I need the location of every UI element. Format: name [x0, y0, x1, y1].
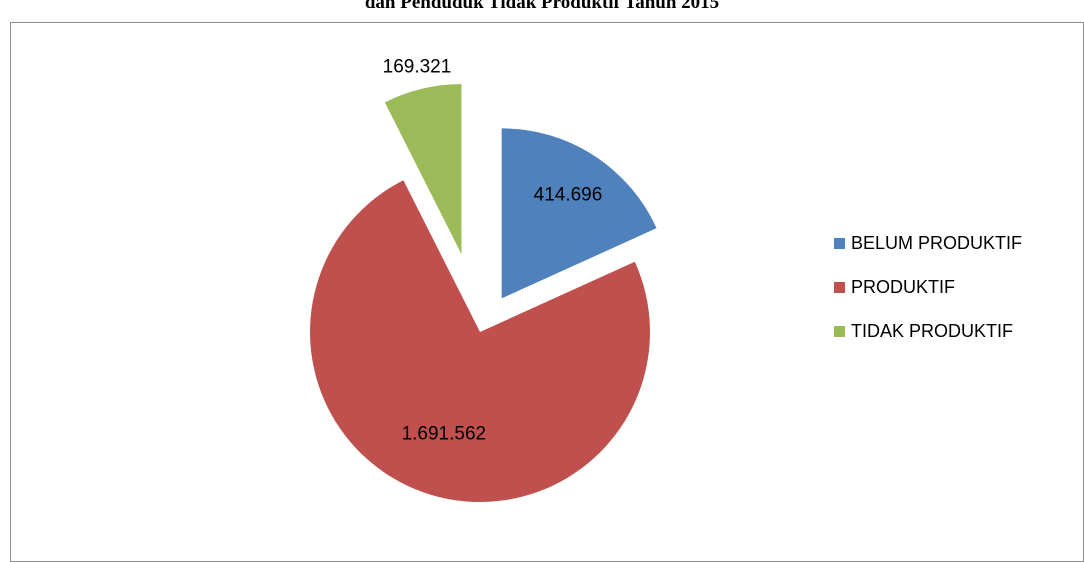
legend-item-tidak-produktif: TIDAK PRODUKTIF — [834, 318, 1022, 344]
legend-swatch-produktif — [834, 281, 845, 293]
data-label-produktif: 1.691.562 — [402, 424, 487, 445]
data-label-tidak-produktif: 169.321 — [383, 56, 452, 77]
legend-swatch-tidak-produktif — [834, 325, 845, 337]
legend-label-produktif: PRODUKTIF — [851, 276, 956, 297]
legend-label-belum-produktif: BELUM PRODUKTIF — [851, 232, 1023, 253]
legend-swatch-belum-produktif — [834, 237, 845, 249]
legend: BELUM PRODUKTIF PRODUKTIF TIDAK PRODUKTI… — [834, 230, 1022, 362]
legend-item-belum-produktif: BELUM PRODUKTIF — [834, 230, 1022, 256]
legend-label-tidak-produktif: TIDAK PRODUKTIF — [851, 320, 1014, 341]
data-label-belum-produktif: 414.696 — [534, 185, 603, 206]
pie-slice-belum-produktif — [501, 128, 657, 299]
pie-slice-produktif — [310, 180, 650, 502]
legend-item-produktif: PRODUKTIF — [834, 274, 1022, 300]
chart-title: dan Penduduk Tidak Produktif Tahun 2015 — [364, 0, 720, 13]
pie-slice-tidak-produktif — [384, 84, 462, 255]
